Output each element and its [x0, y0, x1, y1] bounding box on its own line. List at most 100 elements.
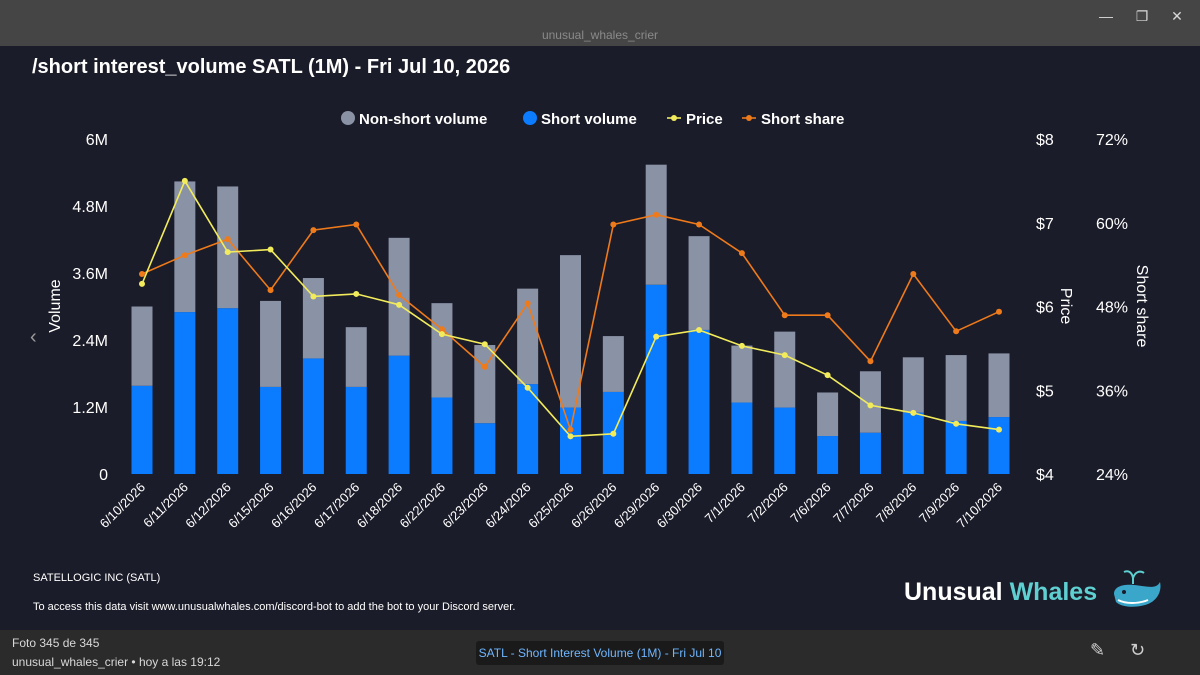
x-tick-label: 7/1/2026 [702, 480, 748, 526]
short-share-point [524, 300, 531, 307]
non-short-volume-bar [602, 336, 624, 392]
short-share-point [610, 221, 617, 228]
short-volume-bar [902, 412, 924, 474]
legend-label: Non-short volume [359, 111, 487, 128]
minimize-button[interactable]: — [1099, 8, 1113, 24]
share-tick-label: 72% [1096, 132, 1128, 149]
price-point [396, 301, 403, 308]
short-volume-bar [388, 355, 410, 474]
price-point [181, 177, 188, 184]
short-volume-bar [988, 417, 1010, 474]
legend-label: Price [686, 111, 723, 128]
x-tick-label: 6/15/2026 [225, 480, 277, 532]
short-volume-bar [774, 407, 796, 474]
short-share-point [396, 291, 403, 298]
short-volume-bar [345, 386, 367, 474]
share-tick-label: 48% [1096, 300, 1128, 317]
short-volume-bar [688, 329, 710, 474]
non-short-volume-bar [474, 345, 496, 424]
price-tick-label: $6 [1036, 300, 1054, 317]
short-volume-bar [302, 358, 324, 474]
non-short-volume-bar [302, 278, 324, 359]
non-short-volume-bar [945, 355, 967, 421]
x-tick-label: 6/29/2026 [611, 480, 663, 532]
company-name: SATELLOGIC INC (SATL) [33, 572, 161, 584]
price-point [867, 402, 874, 409]
legend-marker-dot [746, 115, 752, 121]
short-share-point [353, 221, 360, 228]
x-tick-label: 6/24/2026 [482, 480, 534, 532]
short-share-point [438, 326, 445, 333]
legend-label: Short volume [541, 111, 637, 128]
price-point [524, 384, 531, 391]
x-tick-label: 6/26/2026 [568, 480, 620, 532]
price-axis-label: Price [1057, 288, 1074, 325]
short-share-point [567, 426, 574, 433]
price-point [653, 333, 660, 340]
non-short-volume-bar [902, 357, 924, 413]
maximize-button[interactable]: ❐ [1135, 8, 1149, 24]
price-point [910, 409, 917, 416]
x-tick-label: 6/30/2026 [654, 480, 706, 532]
short-share-point [867, 358, 874, 365]
price-point [139, 280, 145, 287]
x-tick-label: 6/16/2026 [268, 480, 320, 532]
price-point [824, 372, 831, 379]
price-point [224, 249, 231, 256]
short-volume-bar [859, 432, 881, 474]
chart-canvas: 0 1.2M 2.4M 3.6M 4.8M 6M $4 $5 $6 $7 $8 24% 36% 48% 60… [47, 111, 1150, 532]
price-point [353, 290, 360, 297]
short-share-point [481, 363, 488, 370]
short-share-point [653, 211, 660, 218]
previous-image-arrow-icon[interactable]: ‹ [30, 326, 37, 348]
short-volume-bar [474, 423, 496, 474]
short-share-point [310, 227, 317, 234]
short-share-point [181, 252, 188, 259]
short-share-axis-label: Short share [1133, 265, 1150, 348]
volume-axis-label: Volume [47, 279, 64, 332]
x-tick-label: 7/2/2026 [744, 480, 790, 526]
x-tick-label: 7/10/2026 [954, 480, 1006, 532]
short-share-point [910, 271, 917, 278]
rotate-icon[interactable]: ↻ [1130, 640, 1146, 660]
brand-logo: Unusual Whales [904, 578, 1097, 607]
x-tick-label: 6/17/2026 [311, 480, 363, 532]
non-short-volume-bar [431, 303, 453, 398]
price-point [781, 352, 788, 359]
whale-icon [1114, 570, 1161, 607]
x-tick-label: 6/18/2026 [354, 480, 406, 532]
non-short-volume-bar [688, 236, 710, 330]
non-short-volume-bar [131, 306, 153, 386]
volume-tick-label: 4.8M [72, 199, 108, 216]
legend-marker [523, 111, 537, 125]
non-short-volume-bar [560, 255, 581, 408]
price-tick-label: $5 [1036, 383, 1054, 400]
short-volume-bar [645, 284, 667, 474]
short-volume-bar [731, 402, 753, 474]
brand-text-unusual: Unusual [904, 578, 1010, 606]
short-share-point [224, 236, 231, 243]
short-share-point [953, 328, 960, 335]
volume-tick-label: 3.6M [72, 266, 108, 283]
x-tick-label: 6/12/2026 [182, 480, 234, 532]
short-share-point [781, 312, 788, 319]
price-point [438, 331, 445, 338]
legend-marker [341, 111, 355, 125]
short-share-point [824, 312, 831, 319]
non-short-volume-bar [260, 300, 282, 387]
non-short-volume-bar [988, 353, 1010, 418]
x-tick-label: 6/25/2026 [525, 480, 577, 532]
volume-tick-label: 6M [86, 132, 108, 149]
price-point [696, 326, 703, 333]
legend-marker-dot [671, 115, 677, 121]
photo-author-time: unusual_whales_crier • hoy a las 19:12 [12, 655, 221, 669]
share-tick-label: 36% [1096, 383, 1128, 400]
window-titlebar: unusual_whales_crier — ❐ ✕ [0, 0, 1200, 46]
annotate-icon[interactable]: ✎ [1090, 640, 1106, 660]
short-share-point [996, 308, 1002, 315]
non-short-volume-bar [731, 345, 753, 403]
close-button[interactable]: ✕ [1171, 8, 1183, 24]
volume-tick-label: 0 [99, 467, 108, 484]
volume-tick-label: 1.2M [72, 400, 108, 417]
non-short-volume-bar [859, 371, 881, 433]
